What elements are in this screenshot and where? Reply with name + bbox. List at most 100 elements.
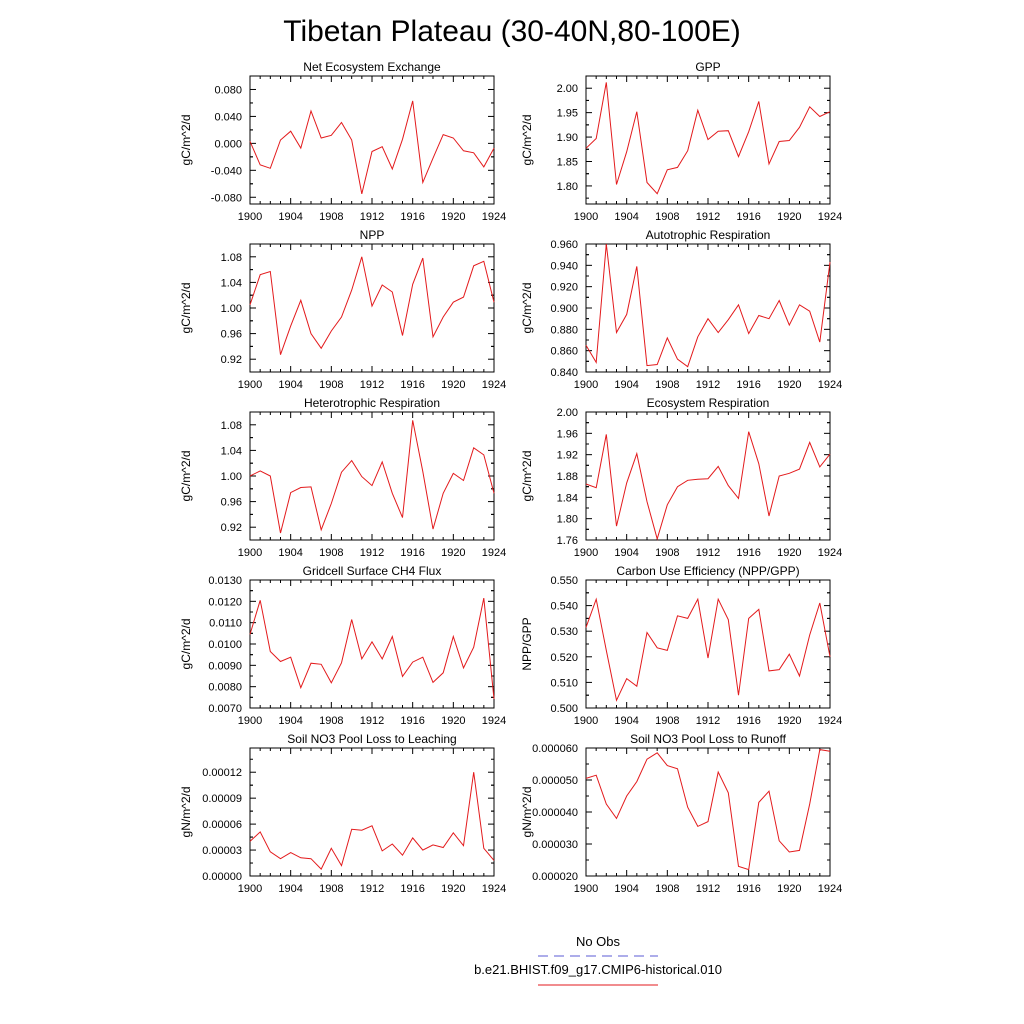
plot-frame [249, 579, 495, 709]
y-tick-label: 0.00003 [202, 845, 242, 857]
y-axis-label: NPP/GPP [520, 617, 534, 670]
y-tick-label: 1.96 [557, 428, 578, 440]
y-tick-label: 0.000 [214, 138, 242, 150]
x-tick-label: 1904 [278, 211, 302, 223]
chart-panel: Soil NO3 Pool Loss to Runoff gN/m^2/d 1900… [520, 732, 842, 895]
x-tick-label: 1920 [441, 379, 465, 391]
y-tick-label: 0.510 [550, 677, 578, 689]
x-tick-label: 1904 [614, 211, 638, 223]
y-tick-label: 0.00000 [202, 871, 242, 883]
x-tick-label: 1920 [777, 883, 801, 895]
panel-title: Autotrophic Respiration [646, 228, 771, 242]
x-tick-label: 1920 [441, 547, 465, 559]
panel-title: Carbon Use Efficiency (NPP/GPP) [616, 564, 799, 578]
x-tick-label: 1912 [696, 379, 720, 391]
y-tick-label: 0.530 [550, 626, 578, 638]
y-tick-label: 1.80 [557, 514, 578, 526]
x-tick-label: 1904 [278, 715, 302, 727]
x-tick-label: 1912 [360, 547, 384, 559]
x-tick-label: 1912 [696, 715, 720, 727]
y-tick-label: 0.520 [550, 652, 578, 664]
x-tick-label: 1900 [238, 211, 262, 223]
x-tick-label: 1912 [360, 379, 384, 391]
y-tick-label: 0.840 [550, 367, 578, 379]
x-tick-label: 1924 [818, 211, 842, 223]
chart-panel: Carbon Use Efficiency (NPP/GPP) NPP/GPP 19… [520, 564, 842, 727]
y-axis-label: gC/m^2/d [179, 451, 193, 502]
y-tick-label: 0.940 [550, 260, 578, 272]
y-tick-label: 0.0100 [208, 639, 242, 651]
x-tick-label: 1916 [736, 547, 760, 559]
panel-title: Net Ecosystem Exchange [303, 60, 441, 74]
plot-frame [249, 747, 495, 877]
y-tick-label: 0.96 [221, 329, 242, 341]
x-tick-label: 1912 [360, 883, 384, 895]
chart-panel: Gridcell Surface CH4 Flux gC/m^2/d 1900 190… [179, 564, 506, 727]
x-tick-label: 1912 [360, 715, 384, 727]
y-tick-label: 0.960 [550, 239, 578, 251]
x-tick-label: 1908 [655, 715, 679, 727]
y-tick-label: 1.80 [557, 181, 578, 193]
x-tick-label: 1924 [482, 715, 506, 727]
x-tick-label: 1908 [655, 211, 679, 223]
x-tick-label: 1904 [614, 547, 638, 559]
x-tick-label: 1908 [319, 547, 343, 559]
x-tick-label: 1912 [696, 211, 720, 223]
series-line [585, 749, 831, 871]
x-tick-label: 1916 [400, 547, 424, 559]
plot-frame [249, 243, 495, 373]
y-tick-label: 1.84 [557, 492, 578, 504]
series-line [249, 772, 495, 870]
x-tick-label: 1908 [655, 883, 679, 895]
panel-title: GPP [695, 60, 720, 74]
y-tick-label: 0.0070 [208, 703, 242, 715]
x-tick-label: 1920 [777, 547, 801, 559]
x-tick-label: 1904 [614, 379, 638, 391]
x-tick-label: 1900 [238, 379, 262, 391]
y-axis-label: gN/m^2/d [179, 787, 193, 838]
x-tick-label: 1908 [319, 211, 343, 223]
y-tick-label: 1.00 [221, 303, 242, 315]
y-tick-label: 1.04 [221, 277, 242, 289]
panel-title: Soil NO3 Pool Loss to Runoff [630, 732, 787, 746]
series-line [585, 431, 831, 541]
legend-obs-label: No Obs [576, 934, 621, 949]
y-tick-label: 1.85 [557, 156, 578, 168]
x-tick-label: 1908 [319, 379, 343, 391]
y-tick-label: 0.540 [550, 601, 578, 613]
x-tick-label: 1916 [400, 715, 424, 727]
series-line [249, 100, 495, 195]
x-tick-label: 1920 [441, 211, 465, 223]
chart-panel: GPP gC/m^2/d 1900 1904 1908 1912 1916 1920 1924 1… [520, 60, 842, 223]
panel-title: Soil NO3 Pool Loss to Leaching [287, 732, 456, 746]
figure-title: Tibetan Plateau (30-40N,80-100E) [283, 15, 741, 48]
y-tick-label: 0.0120 [208, 596, 242, 608]
panel-title: NPP [360, 228, 385, 242]
y-tick-label: 0.860 [550, 346, 578, 358]
x-tick-label: 1912 [360, 211, 384, 223]
x-tick-label: 1900 [574, 211, 598, 223]
y-axis-label: gC/m^2/d [179, 115, 193, 166]
x-tick-label: 1900 [238, 715, 262, 727]
legend: No Obs b.e21.BHIST.f09_g17.CMIP6-histori… [474, 934, 722, 986]
y-tick-label: 0.0110 [209, 618, 242, 630]
x-tick-label: 1904 [278, 883, 302, 895]
plot-frame [249, 75, 495, 205]
y-tick-label: 0.000040 [532, 807, 578, 819]
x-tick-label: 1920 [441, 883, 465, 895]
y-tick-label: 1.76 [557, 535, 578, 547]
y-tick-label: 0.00012 [202, 767, 242, 779]
x-tick-label: 1920 [777, 211, 801, 223]
x-tick-label: 1904 [278, 379, 302, 391]
x-tick-label: 1924 [818, 379, 842, 391]
y-tick-label: 0.920 [550, 282, 578, 294]
y-tick-label: 1.08 [221, 420, 242, 432]
x-tick-label: 1900 [574, 715, 598, 727]
y-tick-label: 0.040 [214, 111, 242, 123]
y-tick-label: 0.92 [221, 522, 242, 534]
panel-title: Gridcell Surface CH4 Flux [303, 564, 442, 578]
x-tick-label: 1900 [574, 547, 598, 559]
x-tick-label: 1908 [655, 379, 679, 391]
plot-frame [585, 747, 831, 877]
y-tick-label: 1.92 [557, 450, 578, 462]
